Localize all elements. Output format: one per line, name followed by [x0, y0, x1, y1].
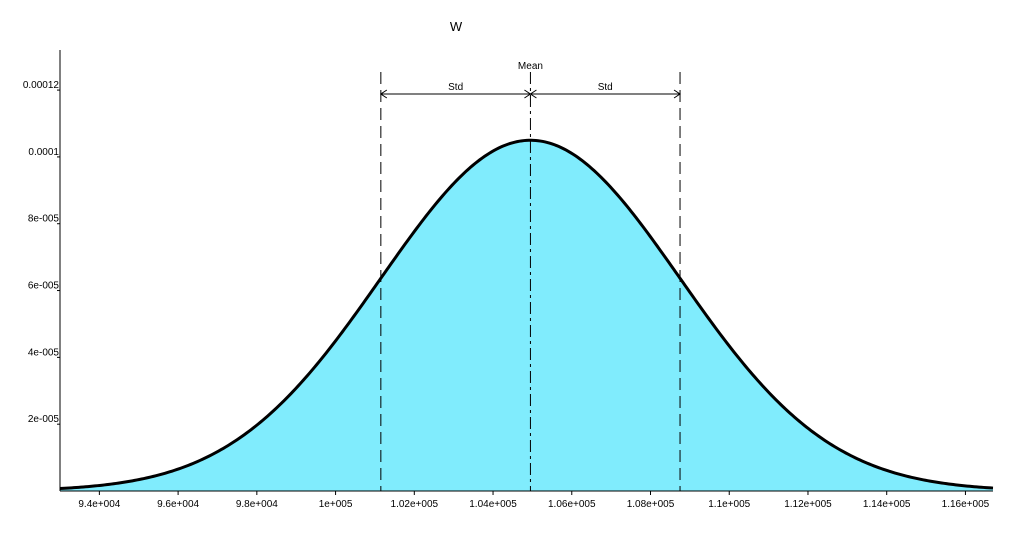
- x-tick-label: 1.04e+005: [469, 499, 517, 510]
- x-tick-label: 1.1e+005: [708, 499, 750, 510]
- x-tick-label: 9.4e+004: [78, 499, 120, 510]
- annotations: Mean Std Std: [379, 61, 681, 491]
- x-tick-label: 1.06e+005: [548, 499, 596, 510]
- x-tick-label: 9.8e+004: [236, 499, 278, 510]
- density-area: [60, 140, 993, 491]
- x-tick-label: 1.12e+005: [784, 499, 832, 510]
- y-tick-label: 2e-005: [28, 414, 60, 425]
- x-tick-label: 1.08e+005: [627, 499, 675, 510]
- y-tick-label: 0.00012: [23, 80, 60, 91]
- arrowhead-left: [379, 89, 388, 99]
- std-label-right: Std: [598, 82, 613, 93]
- arrowhead-right: [673, 89, 681, 99]
- chart-title: W: [450, 19, 463, 34]
- y-tick-label: 0.0001: [28, 147, 59, 158]
- std-label-left: Std: [448, 82, 463, 93]
- density-curve: [59, 138, 994, 490]
- y-tick-label: 4e-005: [28, 347, 60, 358]
- x-axis: 9.4e+004 9.6e+004 9.8e+004 1e+005 1.02e+005 1…: [60, 490, 993, 510]
- arrowhead-mean-right: [529, 89, 537, 99]
- x-tick-label: 1.14e+005: [863, 499, 911, 510]
- x-tick-label: 1e+005: [319, 499, 353, 510]
- x-tick-label: 1.02e+005: [391, 499, 439, 510]
- x-tick-label: 1.16e+005: [942, 499, 990, 510]
- y-axis: 2e-005 4e-005 6e-005 8e-005 0.0001 0.00012: [23, 50, 61, 491]
- x-tick-label: 9.6e+004: [157, 499, 199, 510]
- y-tick-label: 6e-005: [28, 281, 60, 292]
- mean-label: Mean: [518, 61, 543, 72]
- y-tick-label: 8e-005: [28, 214, 60, 225]
